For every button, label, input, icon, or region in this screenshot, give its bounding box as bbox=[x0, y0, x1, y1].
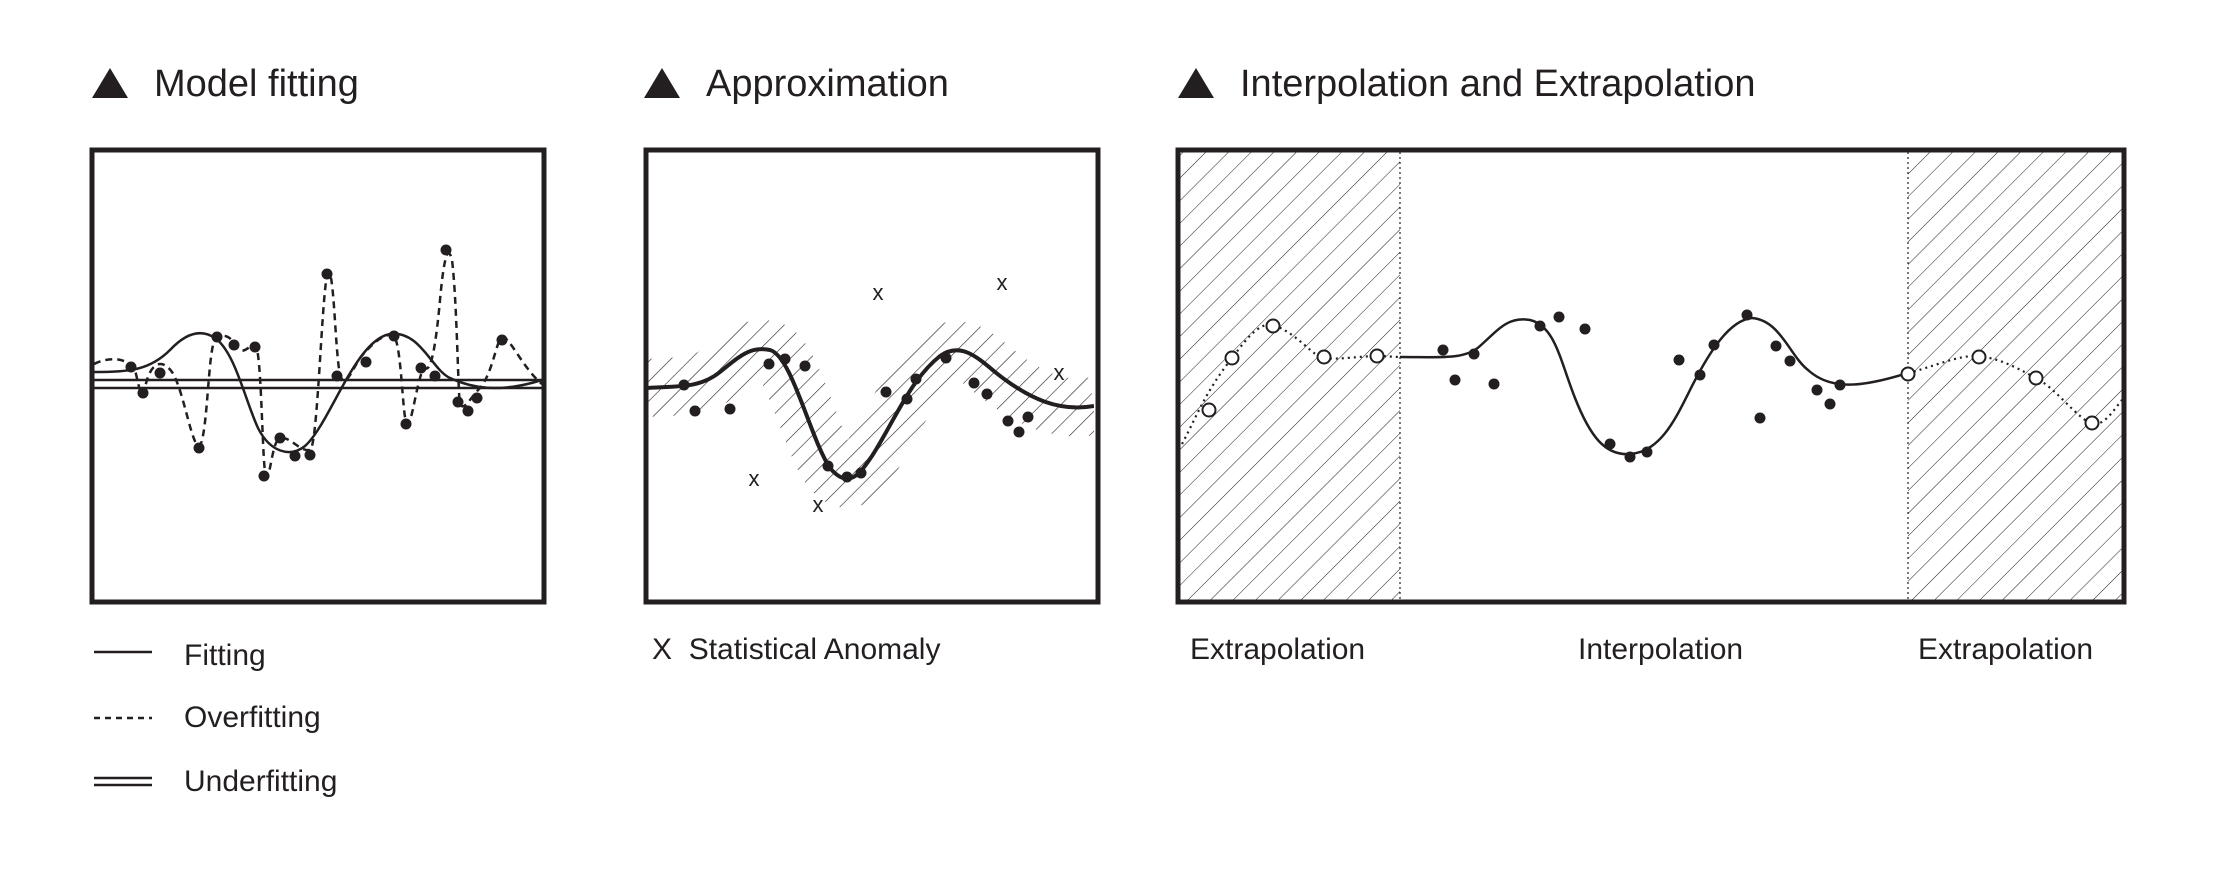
interpolation-title: Interpolation and Extrapolation bbox=[1178, 62, 1755, 106]
statistical-anomaly-legend: X Statistical Anomaly bbox=[652, 632, 940, 668]
dashed-line-icon bbox=[94, 716, 152, 720]
anomaly-marker: x bbox=[1054, 360, 1065, 385]
interpolation-label: Interpolation bbox=[1578, 633, 1744, 666]
approximation-title: Approximation bbox=[644, 62, 949, 106]
legend-overfitting-label: Overfitting bbox=[184, 701, 321, 734]
anomaly-marker: x bbox=[749, 466, 760, 491]
extrapolation-left-label: Extrapolation bbox=[1190, 633, 1366, 666]
triangle-bullet-icon bbox=[644, 68, 680, 98]
anomaly-legend-marker: X bbox=[652, 633, 673, 666]
anomaly-marker: x bbox=[997, 270, 1008, 295]
triangle-bullet-icon bbox=[1178, 68, 1214, 98]
model-fitting-title-text: Model fitting bbox=[154, 63, 359, 105]
anomaly-marker: x bbox=[873, 280, 884, 305]
extrapolation-right-label: Extrapolation bbox=[1918, 633, 2094, 666]
interpolation-title-text: Interpolation and Extrapolation bbox=[1240, 63, 1756, 105]
legend-fitting-label: Fitting bbox=[184, 639, 266, 672]
triangle-bullet-icon bbox=[92, 68, 128, 98]
model-fitting-title: Model fitting bbox=[92, 62, 359, 106]
approximation-title-text: Approximation bbox=[706, 63, 949, 105]
anomaly-legend-label: Statistical Anomaly bbox=[688, 633, 941, 666]
solid-line-icon bbox=[94, 650, 152, 654]
anomaly-marker: x bbox=[813, 492, 824, 517]
double-line-icon bbox=[94, 776, 152, 787]
legend-underfitting-label: Underfitting bbox=[184, 765, 338, 798]
